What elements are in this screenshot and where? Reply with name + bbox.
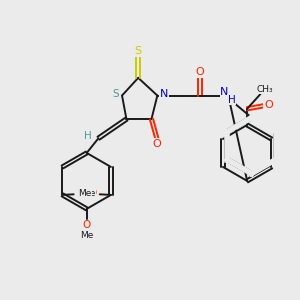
Text: H: H: [228, 95, 236, 105]
Text: Me: Me: [78, 189, 91, 198]
Text: O: O: [88, 188, 97, 198]
Text: S: S: [112, 89, 119, 99]
Text: Me: Me: [80, 231, 93, 240]
Text: N: N: [220, 87, 229, 97]
Text: O: O: [82, 220, 91, 230]
Text: CH₃: CH₃: [256, 85, 273, 94]
Text: O: O: [196, 67, 204, 77]
Text: O: O: [264, 100, 273, 110]
Text: H: H: [84, 131, 92, 141]
Text: S: S: [135, 46, 142, 56]
Text: N: N: [160, 89, 168, 99]
Text: Me: Me: [82, 189, 95, 198]
Text: O: O: [76, 188, 85, 198]
Text: O: O: [152, 139, 161, 148]
